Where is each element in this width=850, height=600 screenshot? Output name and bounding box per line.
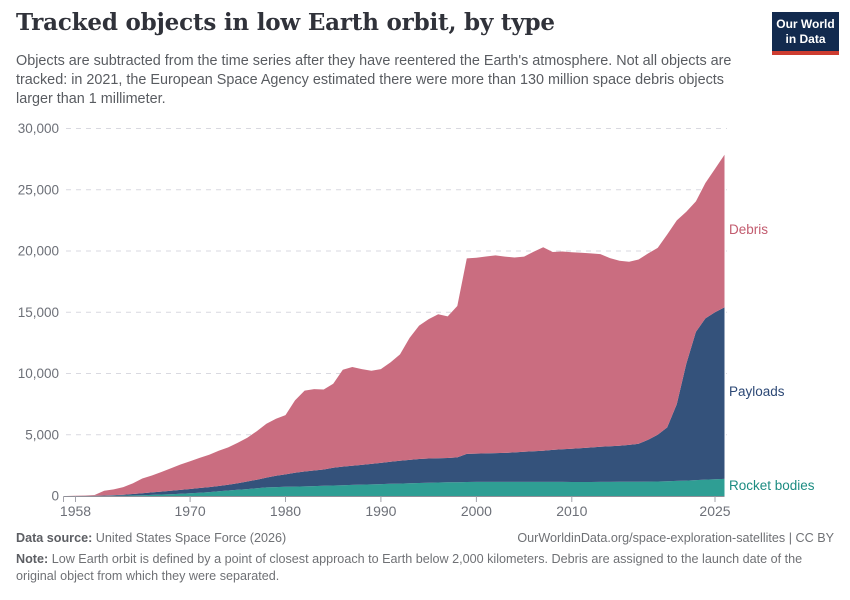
y-tick-label: 10,000 xyxy=(18,366,59,381)
x-tick-label: 2000 xyxy=(461,503,492,519)
area-debris xyxy=(66,154,725,497)
data-source-label: Data source: xyxy=(16,531,93,545)
x-tick-label: 1970 xyxy=(175,503,206,519)
page-title: Tracked objects in low Earth orbit, by t… xyxy=(16,9,555,36)
footer: Data source: United States Space Force (… xyxy=(16,531,834,545)
y-tick-label: 25,000 xyxy=(18,182,59,197)
footer-note-label: Note: xyxy=(16,552,49,566)
x-tick-label: 1958 xyxy=(60,503,91,519)
series-label-debris: Debris xyxy=(729,222,769,237)
x-tick-label: 2025 xyxy=(699,503,730,519)
series-label-rocket-bodies: Rocket bodies xyxy=(729,478,815,493)
x-tick-label: 1980 xyxy=(270,503,301,519)
chart-subtitle: Objects are subtracted from the time ser… xyxy=(16,53,732,107)
footer-note-text: Low Earth orbit is defined by a point of… xyxy=(16,552,803,583)
area-rocket-bodies xyxy=(66,478,725,496)
series-label-payloads: Payloads xyxy=(729,384,785,399)
area-payloads xyxy=(66,307,725,496)
y-tick-label: 0 xyxy=(51,489,59,504)
owid-logo-line2: in Data xyxy=(785,32,826,46)
owid-logo: Our World in Data xyxy=(772,12,839,55)
y-tick-label: 15,000 xyxy=(18,305,59,320)
y-tick-label: 30,000 xyxy=(18,121,59,136)
x-tick-label: 1990 xyxy=(365,503,396,519)
data-source-value: United States Space Force (2026) xyxy=(95,531,287,545)
x-tick-label: 2010 xyxy=(556,503,587,519)
y-tick-label: 20,000 xyxy=(18,244,59,259)
owid-logo-line1: Our World xyxy=(776,17,835,31)
footer-link: OurWorldinData.org/space-exploration-sat… xyxy=(517,531,834,545)
footer-note: Note: Low Earth orbit is defined by a po… xyxy=(16,551,838,584)
y-tick-label: 5,000 xyxy=(25,427,59,442)
data-source: Data source: United States Space Force (… xyxy=(16,531,286,545)
